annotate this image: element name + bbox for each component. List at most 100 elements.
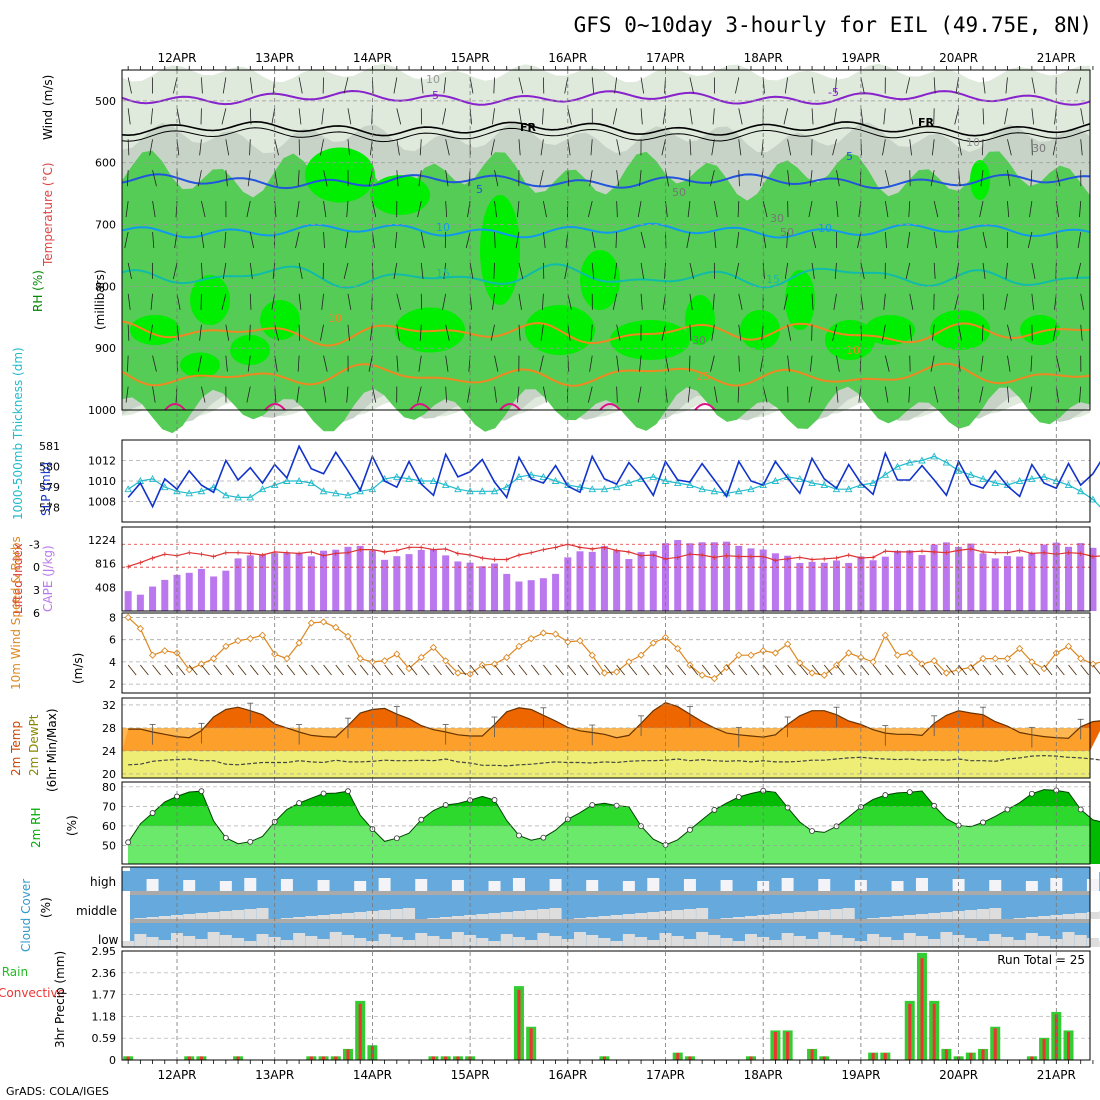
wind-point bbox=[258, 631, 267, 639]
wind-barb bbox=[320, 324, 324, 341]
contour-label: 10 bbox=[818, 222, 832, 235]
wind-barb bbox=[982, 262, 986, 279]
wind-point bbox=[991, 654, 999, 663]
li-point: + bbox=[553, 543, 559, 553]
wind-barb bbox=[149, 139, 153, 156]
cloud-low bbox=[183, 936, 196, 947]
cape-bar bbox=[698, 542, 706, 611]
rh2m-point bbox=[1028, 790, 1035, 797]
wind-barb bbox=[201, 231, 205, 249]
wind-barb bbox=[225, 170, 228, 187]
date-label-top: 17APR bbox=[646, 51, 685, 65]
wind-barb bbox=[1080, 664, 1090, 676]
thickness-point bbox=[832, 485, 841, 493]
wind-barb bbox=[811, 108, 814, 125]
cloud-high bbox=[744, 877, 757, 891]
wind-barb bbox=[726, 664, 735, 676]
wind-barb bbox=[517, 386, 520, 403]
wind-point bbox=[307, 619, 315, 627]
wind-point bbox=[356, 654, 364, 663]
rh2m-tick: 60 bbox=[102, 820, 116, 833]
wind-barb bbox=[176, 664, 186, 676]
li-point: + bbox=[590, 545, 596, 555]
ylabel-totalrain: Total / Rain bbox=[0, 965, 28, 979]
li-point: + bbox=[968, 545, 974, 555]
cloud-low bbox=[1074, 935, 1087, 947]
wind-barb bbox=[420, 664, 430, 676]
thickness-point bbox=[991, 479, 999, 486]
rh2m-point bbox=[345, 788, 351, 795]
wind-barb bbox=[860, 77, 865, 94]
cloud-high bbox=[781, 878, 794, 891]
wind-barb bbox=[465, 231, 471, 249]
wind-barb bbox=[274, 355, 278, 372]
wind-barb bbox=[372, 262, 374, 279]
thickness-point bbox=[393, 472, 401, 480]
cloud-high bbox=[354, 881, 367, 891]
wind-point bbox=[136, 624, 144, 633]
cloud-middle bbox=[512, 911, 525, 919]
wind-point bbox=[906, 649, 914, 657]
cloud-middle bbox=[280, 918, 293, 919]
cloud-middle bbox=[183, 914, 196, 919]
wind-barb bbox=[1031, 293, 1035, 310]
ylabel-slp: SLP (mb) bbox=[39, 462, 53, 516]
cape-bar bbox=[393, 556, 401, 611]
wind-barb bbox=[271, 293, 276, 310]
run-total: Run Total = 25 bbox=[997, 953, 1085, 967]
wind-barb bbox=[1068, 664, 1077, 676]
wind-barb bbox=[249, 231, 255, 249]
wind-barb bbox=[930, 170, 935, 187]
wind-barb bbox=[689, 139, 692, 156]
cloud-high bbox=[879, 877, 892, 891]
li-point: + bbox=[443, 545, 449, 555]
wind-barb bbox=[640, 231, 646, 249]
wind-barb bbox=[612, 108, 618, 125]
wind-tick: 8 bbox=[109, 611, 116, 624]
wind-barb bbox=[494, 201, 497, 218]
wind-barb bbox=[933, 77, 936, 94]
wind-barb bbox=[249, 262, 253, 279]
cape-bar bbox=[1040, 544, 1048, 611]
wind-barb bbox=[665, 664, 674, 676]
li-point: + bbox=[1090, 552, 1096, 562]
li-point: + bbox=[980, 548, 986, 558]
wind-barb bbox=[494, 231, 496, 249]
wind-point bbox=[942, 669, 951, 677]
cloud-middle bbox=[683, 909, 696, 919]
wind-barb bbox=[738, 293, 743, 310]
wind-barb bbox=[393, 77, 398, 94]
precip-conv-bar bbox=[920, 958, 924, 1060]
wind-barb bbox=[832, 324, 837, 341]
cloud-middle bbox=[207, 912, 220, 919]
li-point: + bbox=[223, 549, 229, 559]
cloud-middle bbox=[964, 910, 977, 919]
wind-barb bbox=[808, 201, 813, 218]
wind-point bbox=[1028, 658, 1036, 666]
rh2m-point bbox=[1077, 806, 1084, 813]
li-point: + bbox=[919, 547, 925, 557]
precip-conv-bar bbox=[993, 1028, 997, 1060]
precip-tick: 2.36 bbox=[92, 967, 117, 980]
cloud-low bbox=[158, 940, 171, 947]
cape-bar bbox=[197, 568, 205, 611]
wind-barb bbox=[897, 664, 906, 676]
rh-patch bbox=[785, 270, 815, 330]
cloud-high bbox=[806, 875, 819, 891]
wind-barb bbox=[492, 293, 495, 310]
cloud-low bbox=[891, 940, 904, 947]
rh2m-point bbox=[809, 828, 815, 834]
cape-bar bbox=[503, 573, 511, 611]
wind-barb bbox=[469, 262, 474, 279]
li-point: + bbox=[785, 555, 791, 565]
wind-barb bbox=[639, 170, 642, 187]
panel-frame bbox=[121, 697, 1091, 779]
thickness-point bbox=[844, 485, 853, 493]
cloud-low bbox=[854, 941, 867, 947]
cloud-middle bbox=[427, 918, 440, 919]
cloud-low bbox=[915, 936, 928, 947]
cloud-middle bbox=[439, 917, 452, 919]
wind-barb bbox=[637, 201, 642, 218]
contour-label: FR bbox=[520, 121, 537, 134]
thickness-point bbox=[796, 475, 804, 482]
